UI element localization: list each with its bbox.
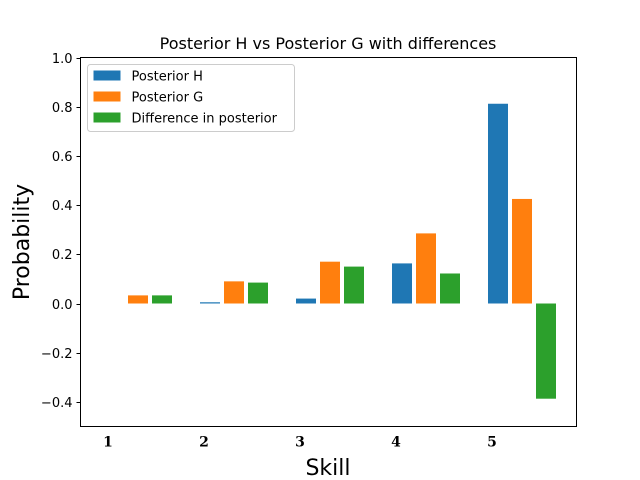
plot-frame <box>80 57 577 427</box>
legend-swatch <box>93 112 121 123</box>
y-axis-label: Probability <box>10 184 35 300</box>
bar-difference-in-posterior-skill-1 <box>152 295 172 304</box>
bar-posterior-g-skill-3 <box>320 261 340 304</box>
legend-entry: Difference in posterior <box>132 112 278 127</box>
legend-entry: Posterior G <box>132 91 204 106</box>
y-tick-label: 0.4 <box>52 199 73 214</box>
x-axis-label: Skill <box>305 456 350 480</box>
y-tick-label: 0.0 <box>52 298 73 313</box>
legend-swatch <box>93 91 121 102</box>
y-tick-label: −0.4 <box>41 396 73 411</box>
bar-posterior-h-skill-4 <box>392 263 412 304</box>
bar-difference-in-posterior-skill-2 <box>248 282 268 304</box>
bar-posterior-h-skill-2 <box>200 302 220 304</box>
bar-posterior-h-skill-5 <box>488 103 508 304</box>
bar-posterior-g-skill-1 <box>128 295 148 304</box>
legend: Posterior H Posterior G Difference in post… <box>87 64 295 132</box>
y-tick-label: 0.2 <box>52 248 73 263</box>
bar-difference-in-posterior-skill-5 <box>536 303 556 399</box>
y-axis: −0.4 −0.2 0.0 0.2 0.4 0.6 0.8 1.0 <box>41 52 81 411</box>
bar-difference-in-posterior-skill-4 <box>440 273 460 304</box>
x-tick-label: 4 <box>391 435 401 451</box>
y-tick-label: 0.6 <box>52 150 73 165</box>
y-tick-label: 0.8 <box>52 101 73 116</box>
y-tick-label: 1.0 <box>52 52 73 67</box>
y-tick-label: −0.2 <box>41 347 73 362</box>
bar-posterior-h-skill-3 <box>296 298 316 304</box>
bar-difference-in-posterior-skill-3 <box>344 266 364 304</box>
plot-area <box>104 103 556 399</box>
legend-entry: Posterior H <box>132 70 203 85</box>
x-tick-label: 1 <box>103 435 113 451</box>
legend-swatch <box>93 70 121 81</box>
chart-title: Posterior H vs Posterior G with differen… <box>160 34 497 53</box>
x-tick-label: 3 <box>295 435 305 451</box>
x-tick-label: 5 <box>487 435 497 451</box>
legend-box <box>87 64 295 132</box>
x-tick-label: 2 <box>199 435 209 451</box>
bar-posterior-g-skill-2 <box>224 281 244 304</box>
x-axis: 1 2 3 4 5 <box>103 435 497 451</box>
bar-posterior-g-skill-4 <box>416 233 436 304</box>
bar-posterior-g-skill-5 <box>512 198 532 304</box>
